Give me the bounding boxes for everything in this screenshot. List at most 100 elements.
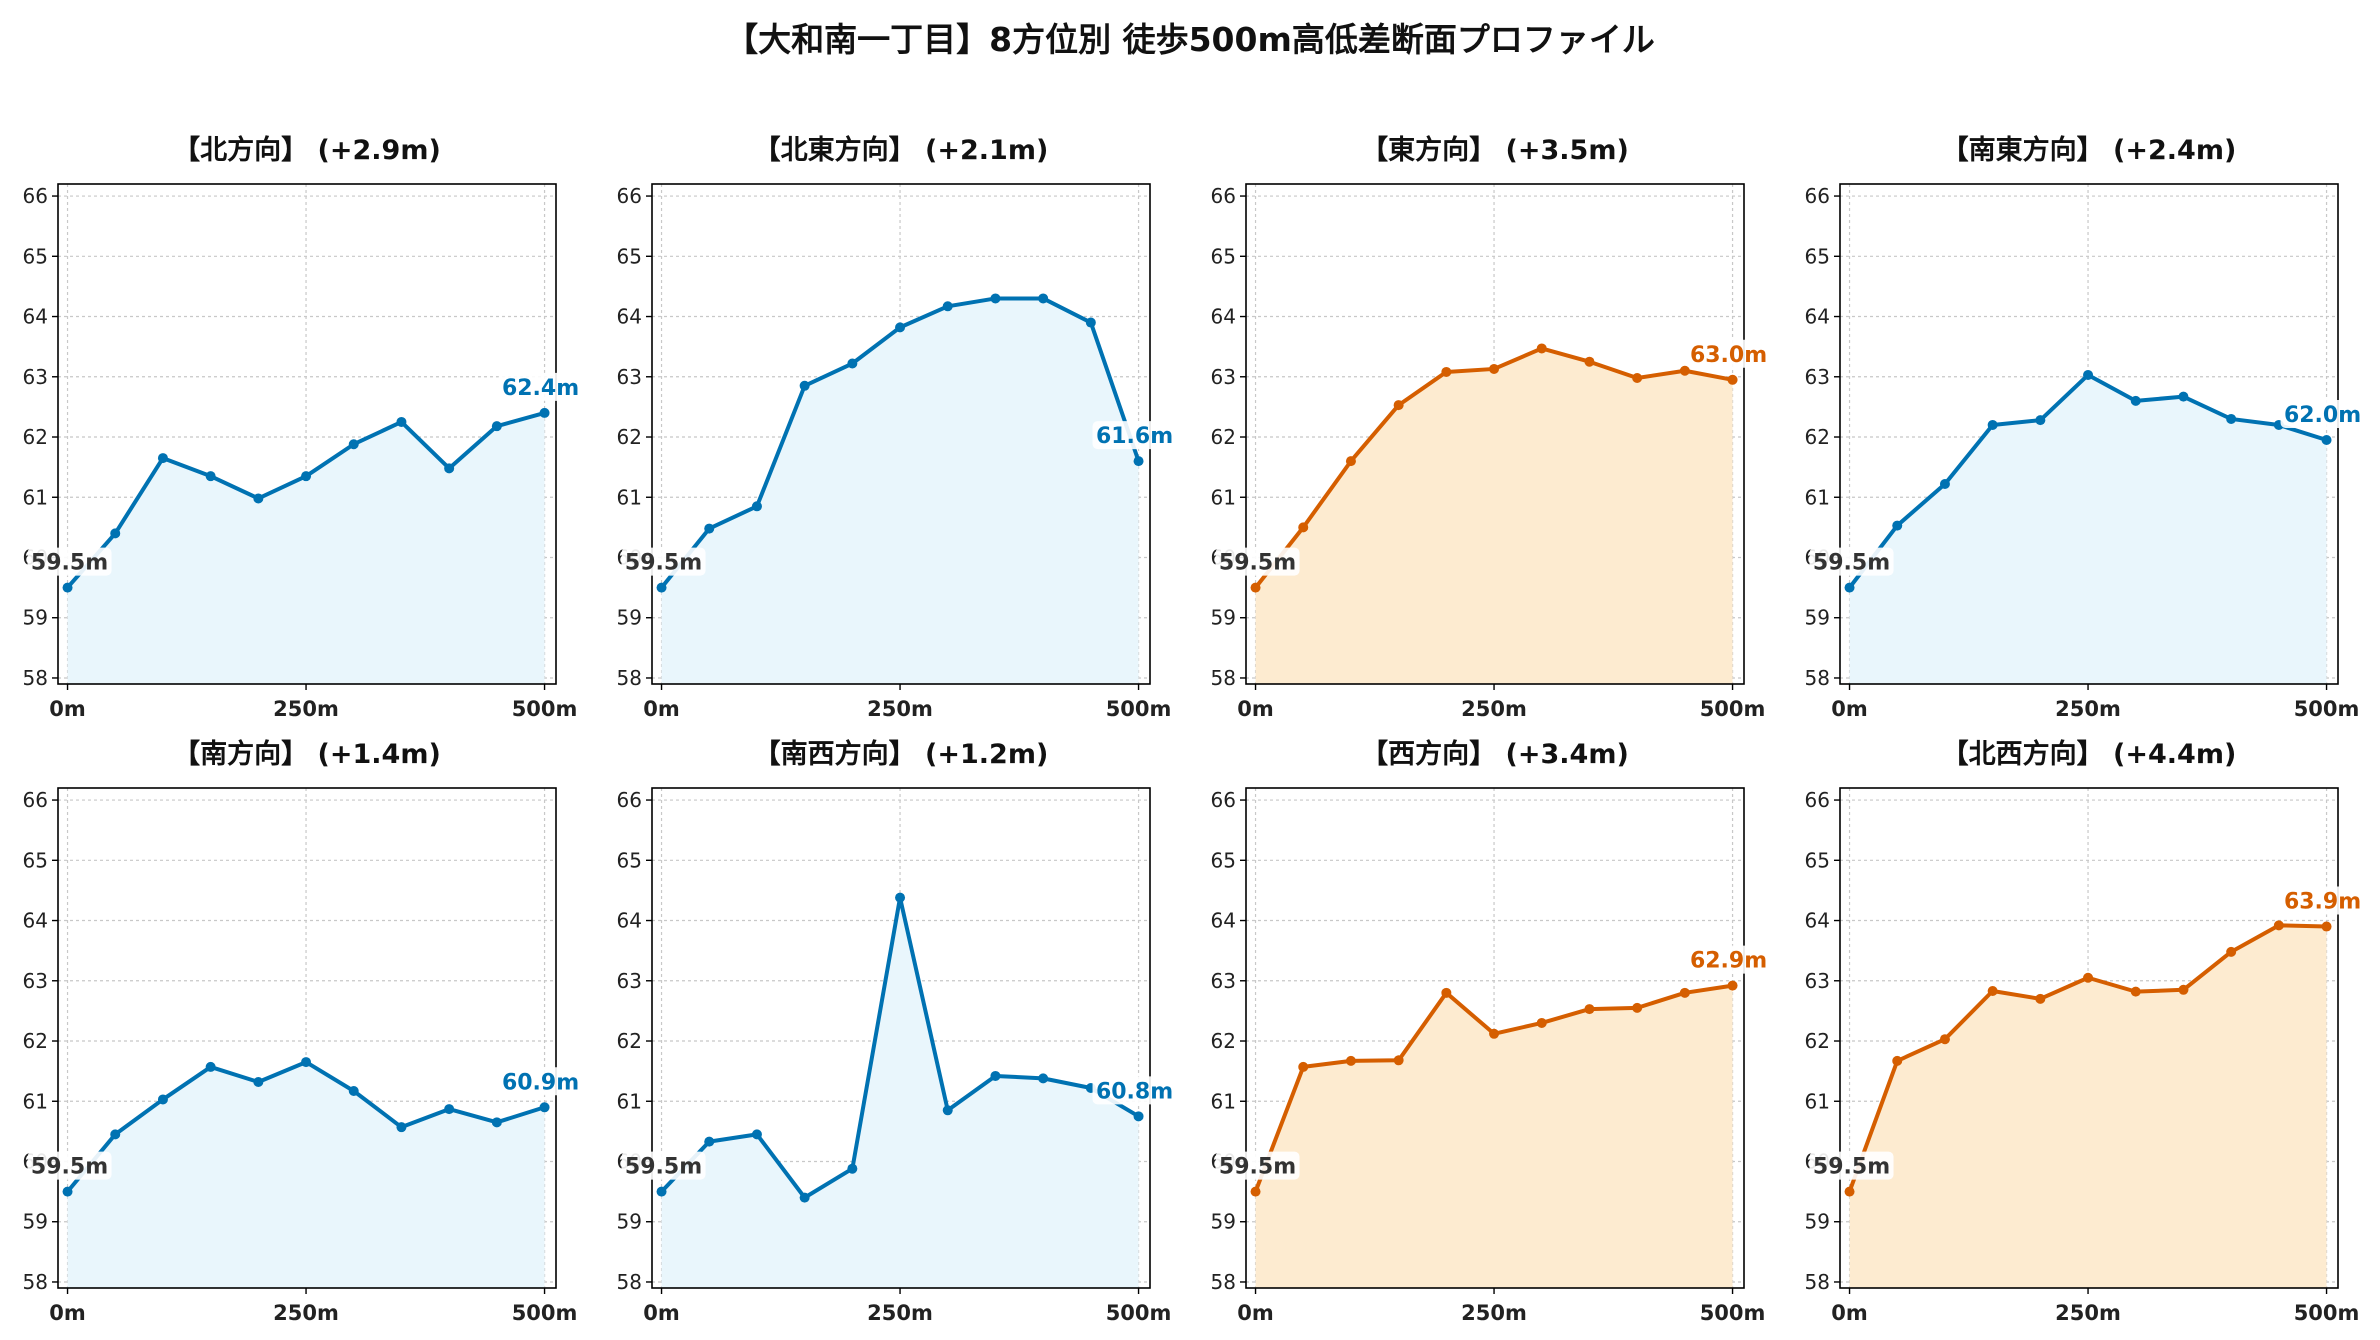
chart-panel: 【北東方向】 (+2.1m)5859606162636465660m250m50… [617,134,1177,721]
data-point [2273,920,2284,931]
y-tick-label: 61 [23,485,48,509]
y-tick-label: 63 [23,969,48,993]
start-elevation-label: 59.5m [625,551,702,576]
y-tick-label: 61 [23,1089,48,1113]
data-point [62,1186,73,1197]
data-point [348,439,359,450]
y-tick-label: 59 [23,606,48,630]
plot-frame [1245,183,1745,685]
chart-title: 【東方向】 (+3.5m) [1361,134,1629,166]
data-point [1987,419,1998,430]
y-tick-label: 66 [1211,184,1236,208]
y-tick-label: 59 [617,1210,642,1234]
y-tick-label: 64 [1805,909,1830,933]
x-tick-label: 500m [512,1301,578,1325]
data-point [1844,1186,1855,1197]
y-tick-label: 62 [617,1029,642,1053]
data-point [1892,1055,1903,1066]
data-point [1727,980,1738,991]
start-elevation-label: 59.5m [1813,1155,1890,1180]
chart-title: 【南西方向】 (+1.2m) [754,738,1049,770]
x-tick-label: 500m [512,697,578,721]
chart-title: 【北東方向】 (+2.1m) [754,134,1049,166]
data-point [1133,1111,1144,1122]
y-tick-label: 65 [617,244,642,268]
area-fill [67,1062,545,1288]
data-point [656,1186,667,1197]
data-point [396,416,407,427]
data-point [205,471,216,482]
y-tick-label: 61 [1211,1089,1236,1113]
y-tick-label: 64 [1211,909,1236,933]
x-tick-label: 0m [1831,697,1868,721]
page-title: 【大和南一丁目】8方位別 徒歩500m高低差断面プロファイル [725,20,1655,59]
data-point [1393,1055,1404,1066]
start-elevation-label: 59.5m [1219,551,1296,576]
data-point [539,1102,550,1113]
x-tick-label: 500m [2294,1301,2360,1325]
data-point [1844,582,1855,593]
y-tick-label: 58 [1211,1270,1236,1294]
y-tick-label: 62 [1211,425,1236,449]
chart-title: 【北西方向】 (+4.4m) [1942,738,2237,770]
start-label-bg [1215,547,1300,576]
data-point [1441,366,1452,377]
x-tick-label: 250m [867,697,933,721]
data-point [2178,984,2189,995]
y-tick-label: 59 [617,606,642,630]
y-tick-label: 66 [1211,788,1236,812]
y-tick-label: 58 [617,1270,642,1294]
y-tick-label: 62 [23,1029,48,1053]
data-point [1632,1002,1643,1013]
y-tick-label: 66 [23,184,48,208]
y-tick-label: 63 [1211,365,1236,389]
data-point [1939,1034,1950,1045]
y-tick-label: 61 [617,1089,642,1113]
y-tick-label: 59 [1211,1210,1236,1234]
data-point [348,1086,359,1097]
data-point [942,1105,953,1116]
data-point [301,1057,312,1068]
plot-frame [1839,787,2339,1289]
data-point [2130,395,2141,406]
x-tick-label: 0m [1831,1301,1868,1325]
start-label-bg [1809,547,1894,576]
data-point [444,463,455,474]
y-tick-label: 64 [1211,305,1236,329]
data-point [751,501,762,512]
y-tick-label: 58 [23,666,48,690]
x-tick-label: 250m [2055,697,2121,721]
y-tick-label: 65 [23,244,48,268]
data-point [990,293,1001,304]
y-tick-label: 66 [1805,788,1830,812]
data-point [1133,456,1144,467]
data-point [1038,293,1049,304]
data-point [847,1163,858,1174]
y-tick-label: 64 [617,909,642,933]
chart-title: 【南方向】 (+1.4m) [173,738,441,770]
y-tick-label: 63 [1211,969,1236,993]
x-tick-label: 250m [273,697,339,721]
start-label-bg [621,1151,706,1180]
data-point [1536,343,1547,354]
data-point [1536,1017,1547,1028]
plot-frame [57,183,557,685]
data-point [253,1076,264,1087]
area-fill [67,412,545,684]
x-tick-label: 500m [1700,697,1766,721]
data-point [1250,582,1261,593]
y-tick-label: 59 [1805,606,1830,630]
x-tick-label: 250m [273,1301,339,1325]
y-tick-label: 58 [617,666,642,690]
plot-frame [651,787,1151,1289]
chart-panel: 【北西方向】 (+4.4m)5859606162636465660m250m50… [1805,738,2365,1325]
area-fill [661,897,1139,1288]
y-tick-label: 59 [1805,1210,1830,1234]
data-point [1987,986,1998,997]
data-point [751,1129,762,1140]
start-elevation-label: 59.5m [1813,551,1890,576]
data-point [1298,1061,1309,1072]
data-point [2321,435,2332,446]
y-tick-label: 61 [617,485,642,509]
end-label-bg [498,1067,583,1096]
